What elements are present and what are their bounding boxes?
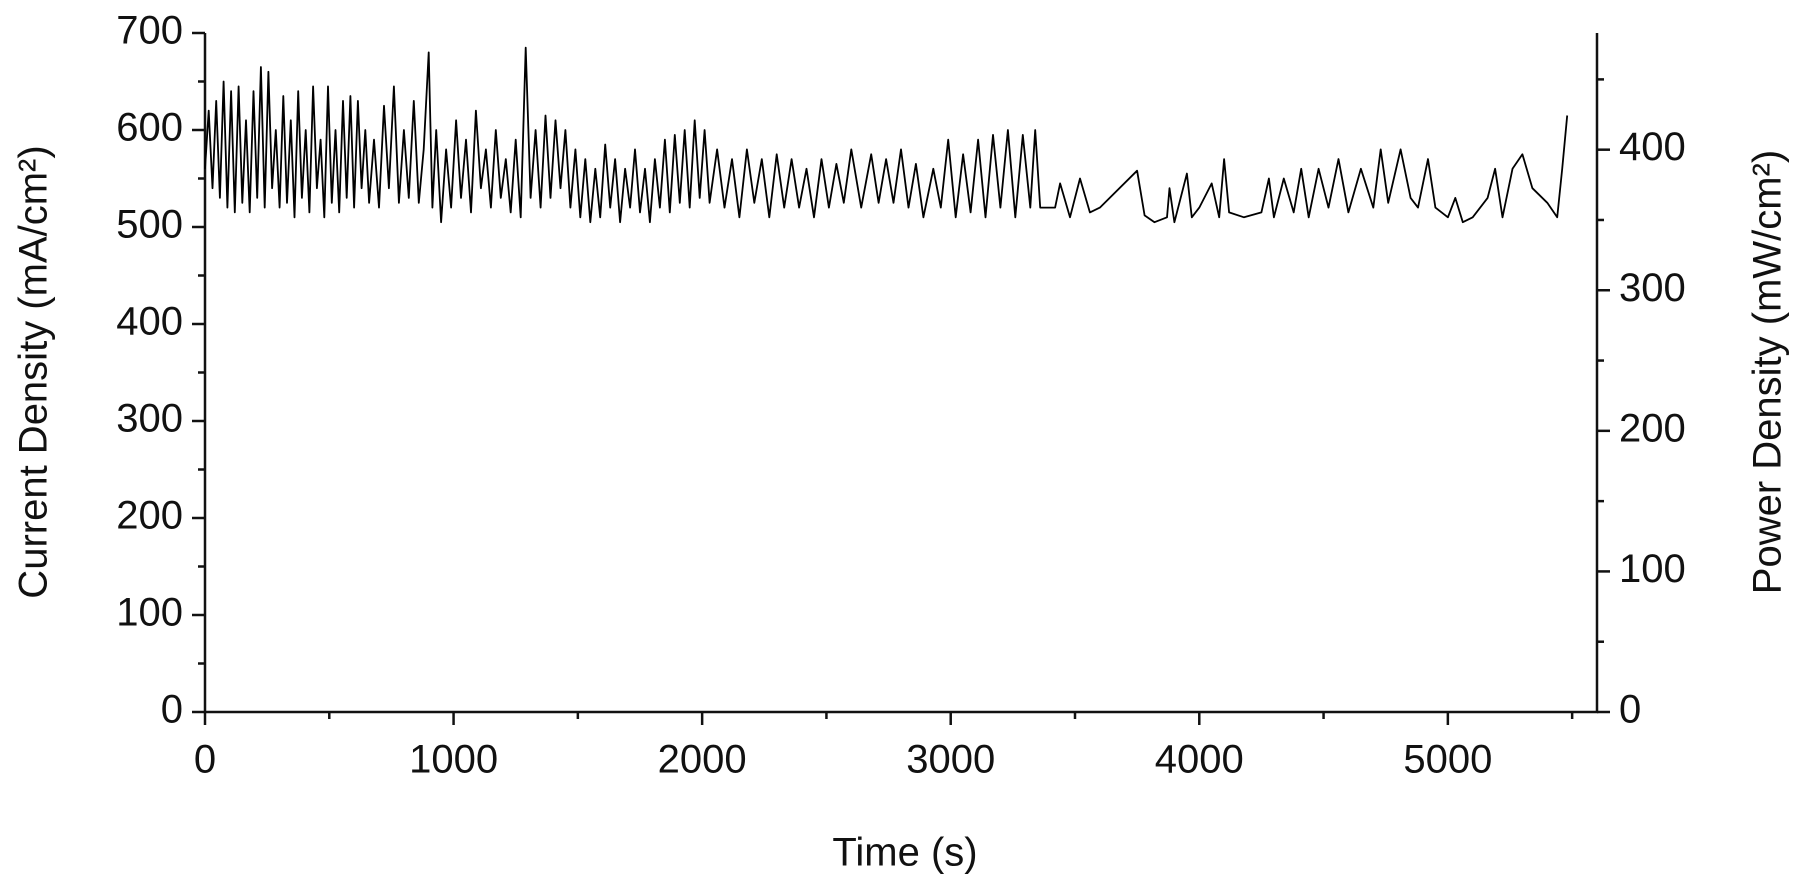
y-tick-label: 200 (116, 494, 183, 538)
x-tick-label: 2000 (658, 738, 747, 782)
data-line (204, 46, 1569, 224)
y-tick-label: 700 (116, 9, 183, 53)
y-tick-label: 500 (116, 203, 183, 247)
y-tick-label: 100 (116, 591, 183, 635)
y-tick-label: 600 (116, 106, 183, 150)
y2-tick-label: 100 (1619, 547, 1686, 591)
y2-tick-label: 0 (1619, 688, 1641, 732)
y-axis-label: Current Density (mA/cm²) (12, 145, 56, 598)
x-tick-label: 3000 (906, 738, 995, 782)
x-tick-label: 1000 (409, 738, 498, 782)
x-tick-label: 4000 (1155, 738, 1244, 782)
y2-axis-label: Power Density (mW/cm²) (1746, 150, 1790, 594)
y2-tick-label: 300 (1619, 266, 1686, 310)
y2-tick-label: 200 (1619, 406, 1686, 450)
y-tick-label: 300 (116, 397, 183, 441)
axis-frame (203, 33, 1599, 714)
x-axis-label: Time (s) (832, 831, 977, 875)
x-tick-label: 0 (194, 738, 216, 782)
x-tick-label: 5000 (1403, 738, 1492, 782)
y-tick-label: 0 (161, 688, 183, 732)
y-tick-label: 400 (116, 300, 183, 344)
y2-tick-label: 400 (1619, 125, 1686, 169)
